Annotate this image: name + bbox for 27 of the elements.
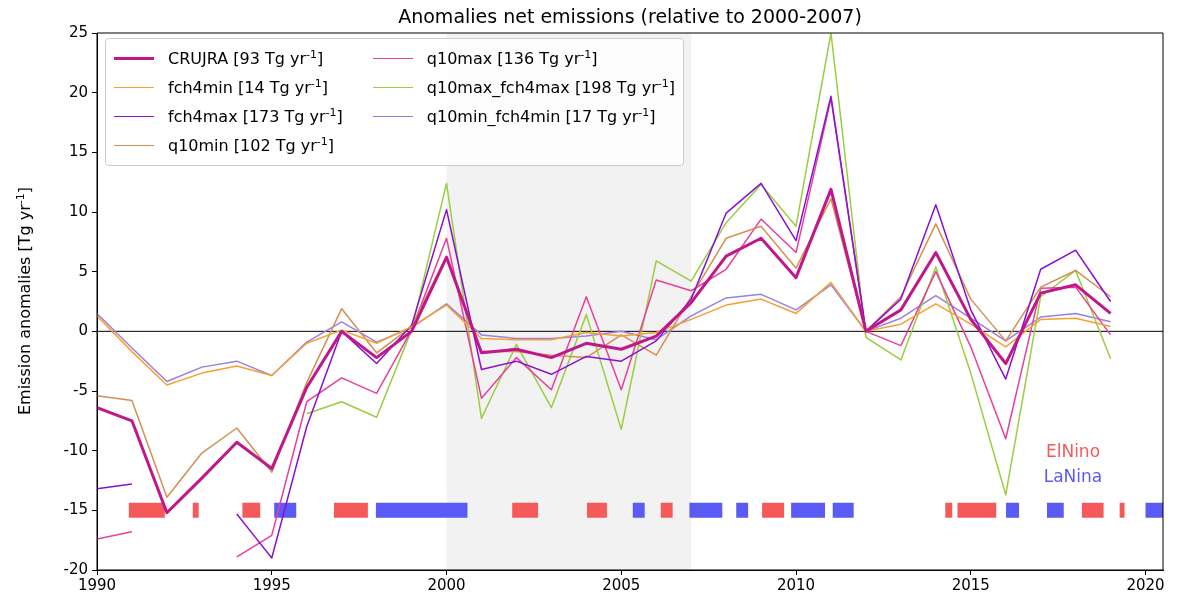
series-label: LaNina: [1043, 466, 1103, 487]
x-tick-label: 1995: [252, 575, 291, 594]
legend-label: fch4max [173 Tg yr$^{-1}$]: [168, 106, 343, 127]
legend-label: CRUJRA [93 Tg yr$^{-1}$]: [168, 48, 324, 69]
y-tick-label: -15: [63, 500, 88, 519]
y-tick-label: 25: [68, 22, 88, 41]
y-tick-label: -20: [63, 559, 88, 578]
x-tick-label: 2020: [1126, 575, 1165, 594]
legend-label: fch4min [14 Tg yr$^{-1}$]: [168, 77, 328, 98]
x-tick-label: 2005: [602, 575, 641, 594]
y-tick-label: 10: [68, 201, 88, 220]
legend-label: q10min_fch4min [17 Tg yr$^{-1}$]: [426, 106, 656, 127]
y-tick-label: 5: [78, 261, 88, 280]
legend-label: q10max [136 Tg yr$^{-1}$]: [426, 48, 598, 69]
y-tick-label: 20: [68, 82, 88, 101]
x-tick-label: 2000: [427, 575, 466, 594]
x-tick-label: 1990: [77, 575, 117, 594]
y-tick-label: -10: [63, 440, 88, 459]
chart-title: Anomalies net emissions (relative to 2000-2007): [397, 5, 863, 27]
legend-label: q10min [102 Tg yr$^{-1}$]: [168, 135, 334, 156]
y-tick-label: 15: [68, 142, 88, 161]
text: ElNino: [1045, 441, 1101, 462]
x-tick-label: 2015: [951, 575, 990, 594]
legend-label: q10max_fch4max [198 Tg yr$^{-1}$]: [426, 77, 676, 98]
x-tick-label: 2010: [776, 575, 816, 594]
y-tick-label: 0: [78, 321, 88, 340]
y-tick-label: -5: [73, 380, 88, 399]
